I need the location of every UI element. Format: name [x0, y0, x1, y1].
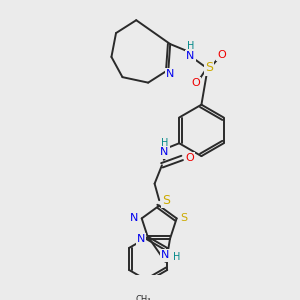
- Text: N: N: [130, 213, 139, 224]
- Text: CH₃: CH₃: [136, 295, 151, 300]
- Text: N: N: [161, 250, 170, 260]
- Text: N: N: [137, 234, 145, 244]
- Text: N: N: [166, 69, 174, 80]
- Text: S: S: [163, 194, 170, 207]
- Text: N: N: [186, 51, 195, 61]
- Text: O: O: [191, 78, 200, 88]
- Text: H: H: [161, 138, 168, 148]
- Text: S: S: [180, 213, 188, 224]
- Text: S: S: [205, 61, 213, 74]
- Text: O: O: [185, 153, 194, 163]
- Text: H: H: [187, 41, 194, 51]
- Text: O: O: [217, 50, 226, 60]
- Text: N: N: [160, 147, 169, 158]
- Text: H: H: [173, 252, 180, 262]
